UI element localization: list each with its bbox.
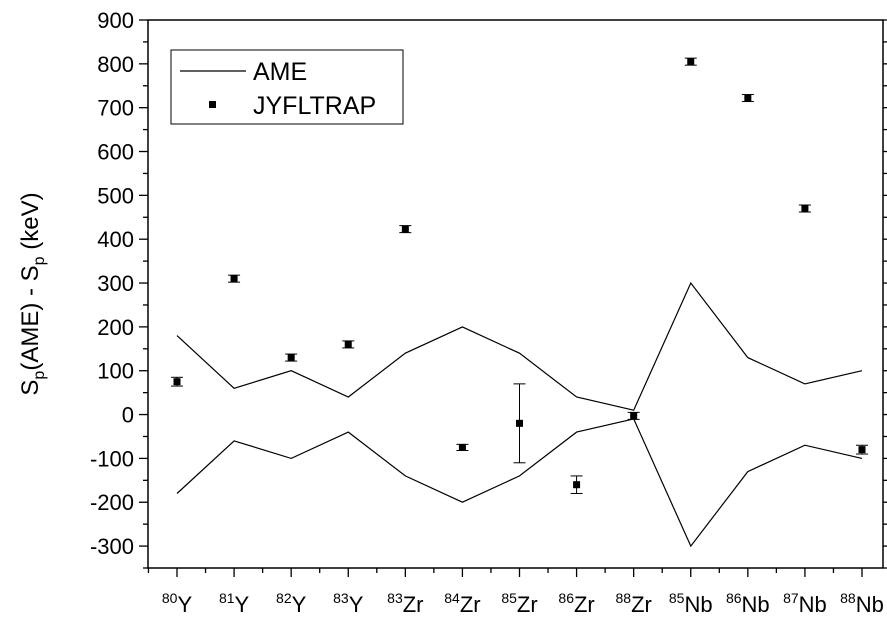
ame-lines (176, 281, 863, 548)
data-point (516, 419, 523, 427)
legend-ame-label: AME (253, 58, 307, 86)
x-tick-label: 83Y (333, 590, 364, 617)
y-tick-label: 0 (122, 403, 134, 428)
y-tick-label: 700 (97, 96, 134, 121)
y-tick-label: -100 (90, 446, 134, 471)
x-tick-label: 83Zr (387, 590, 423, 617)
data-point (573, 481, 581, 489)
y-tick-label: 600 (97, 140, 134, 165)
y-tick-label: -200 (90, 490, 134, 515)
x-tick-label: 81Y (219, 590, 250, 617)
ame-lower-line (176, 418, 863, 548)
data-point (630, 412, 638, 420)
data-point (744, 94, 752, 102)
legend-jyfltrap-label: JYFLTRAP (253, 92, 376, 120)
data-point (687, 58, 695, 66)
x-tick-label: 86Nb (726, 590, 770, 617)
data-point (458, 443, 466, 451)
plot-frame (147, 19, 884, 569)
jyfltrap-points (171, 57, 868, 494)
x-tick-label: 80Y (162, 590, 193, 617)
data-point (801, 205, 809, 213)
y-tick-label: 100 (97, 359, 134, 384)
y-tick-label: 300 (97, 271, 134, 296)
legend-box (170, 49, 404, 125)
x-axis: 80Y 81Y 82Y 83Y 83Zr 84Zr 85Zr 86Zr 88Zr 85Nb 86Nb… (147, 568, 884, 617)
x-tick-label: 85Nb (669, 590, 713, 617)
data-point (173, 378, 181, 386)
data-point (401, 225, 409, 233)
x-tick-label: 85Zr (501, 590, 537, 617)
data-point (858, 446, 866, 454)
x-tick-label: 88Zr (615, 590, 651, 617)
data-point (230, 275, 238, 283)
y-axis-title: Sp(AME) - Sp (keV) (17, 192, 48, 395)
y-tick-label: -300 (90, 534, 134, 559)
data-point (344, 340, 352, 348)
legend: AME JYFLTRAP (170, 49, 404, 125)
y-axis: -300 -200 -100 0 100 200 300 400 500 600 700 800 900 (90, 8, 887, 569)
y-tick-label: 200 (97, 315, 134, 340)
y-tick-label: 400 (97, 227, 134, 252)
y-tick-label: 500 (97, 183, 134, 208)
data-point (287, 354, 295, 362)
y-tick-label: 800 (97, 52, 134, 77)
x-tick-label: 88Nb (840, 590, 884, 617)
ame-upper-line (176, 281, 863, 411)
y-tick-label: 900 (97, 8, 134, 33)
x-tick-label: 84Zr (444, 590, 480, 617)
x-tick-label: 82Y (276, 590, 307, 617)
legend-jyfltrap-swatch (209, 101, 216, 108)
x-tick-label: 86Zr (558, 590, 594, 617)
x-tick-label: 87Nb (783, 590, 827, 617)
